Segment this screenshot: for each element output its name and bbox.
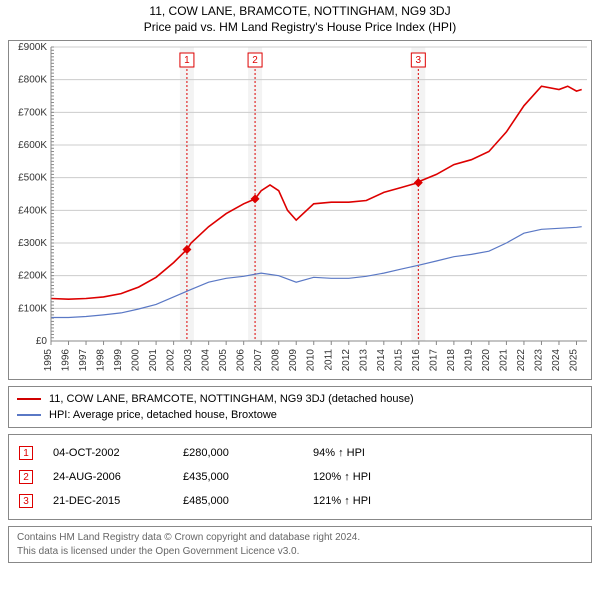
svg-text:2006: 2006 [236,349,247,372]
svg-text:2013: 2013 [358,349,369,372]
title-line1: 11, COW LANE, BRAMCOTE, NOTTINGHAM, NG9 … [8,4,592,18]
event-date: 24-AUG-2006 [53,471,183,483]
svg-text:1: 1 [184,55,190,66]
svg-text:1999: 1999 [113,349,124,372]
svg-text:2025: 2025 [568,349,579,372]
event-relative: 94% ↑ HPI [313,447,443,459]
svg-text:2011: 2011 [323,349,334,371]
chart-svg: £0 £100K £200K £300K £400K £500K £600K £700K £80… [9,41,593,381]
svg-text:2000: 2000 [131,349,142,372]
svg-text:3: 3 [416,55,422,66]
svg-text:2020: 2020 [481,349,492,372]
svg-text:1996: 1996 [61,349,72,372]
legend-label-blue: HPI: Average price, detached house, Brox… [49,409,277,421]
svg-text:2018: 2018 [446,349,457,372]
svg-text:£100K: £100K [18,303,47,314]
legend-row-red: 11, COW LANE, BRAMCOTE, NOTTINGHAM, NG9 … [17,391,583,407]
svg-text:£300K: £300K [18,238,47,249]
svg-text:2005: 2005 [218,349,229,372]
svg-text:2009: 2009 [288,349,299,372]
page: 11, COW LANE, BRAMCOTE, NOTTINGHAM, NG9 … [0,0,600,571]
svg-text:£500K: £500K [18,173,47,184]
svg-text:2008: 2008 [271,349,282,372]
event-marker: 3 [19,494,33,508]
events-table: 1 04-OCT-2002 £280,000 94% ↑ HPI 2 24-AU… [8,434,592,520]
svg-text:£400K: £400K [18,205,47,216]
event-marker: 2 [19,470,33,484]
svg-text:1998: 1998 [96,349,107,372]
event-price: £485,000 [183,495,313,507]
svg-text:2023: 2023 [533,349,544,372]
svg-text:2001: 2001 [148,349,159,372]
titles: 11, COW LANE, BRAMCOTE, NOTTINGHAM, NG9 … [8,4,592,34]
event-price: £435,000 [183,471,313,483]
footer-line1: Contains HM Land Registry data © Crown c… [17,531,583,545]
event-row: 2 24-AUG-2006 £435,000 120% ↑ HPI [19,465,581,489]
svg-text:2003: 2003 [183,349,194,372]
footer: Contains HM Land Registry data © Crown c… [8,526,592,563]
svg-text:2015: 2015 [393,349,404,372]
svg-text:£0: £0 [36,336,48,347]
event-relative: 121% ↑ HPI [313,495,443,507]
svg-text:2: 2 [252,55,258,66]
svg-text:2002: 2002 [166,349,177,372]
event-relative: 120% ↑ HPI [313,471,443,483]
svg-text:2007: 2007 [253,349,264,372]
chart: £0 £100K £200K £300K £400K £500K £600K £700K £80… [8,40,592,380]
svg-text:2024: 2024 [551,349,562,372]
event-price: £280,000 [183,447,313,459]
event-marker: 1 [19,446,33,460]
event-date: 21-DEC-2015 [53,495,183,507]
legend-swatch-blue [17,414,41,416]
svg-text:£900K: £900K [18,42,47,53]
legend-label-red: 11, COW LANE, BRAMCOTE, NOTTINGHAM, NG9 … [49,393,414,405]
legend-swatch-red [17,398,41,400]
svg-text:2004: 2004 [201,349,212,372]
svg-text:2017: 2017 [428,349,439,372]
footer-line2: This data is licensed under the Open Gov… [17,545,583,559]
legend-row-blue: HPI: Average price, detached house, Brox… [17,407,583,423]
svg-text:2019: 2019 [463,349,474,372]
svg-text:£700K: £700K [18,107,47,118]
svg-text:2021: 2021 [498,349,509,372]
event-row: 1 04-OCT-2002 £280,000 94% ↑ HPI [19,441,581,465]
svg-text:£800K: £800K [18,75,47,86]
event-row: 3 21-DEC-2015 £485,000 121% ↑ HPI [19,489,581,513]
svg-text:2014: 2014 [376,349,387,372]
title-line2: Price paid vs. HM Land Registry's House … [8,20,592,34]
svg-text:£600K: £600K [18,140,47,151]
svg-text:2016: 2016 [411,349,422,372]
svg-text:£200K: £200K [18,271,47,282]
svg-text:2022: 2022 [516,349,527,372]
svg-text:1995: 1995 [43,349,54,372]
svg-text:2012: 2012 [341,349,352,372]
svg-text:2010: 2010 [306,349,317,372]
legend: 11, COW LANE, BRAMCOTE, NOTTINGHAM, NG9 … [8,386,592,428]
svg-text:1997: 1997 [78,349,89,372]
event-date: 04-OCT-2002 [53,447,183,459]
